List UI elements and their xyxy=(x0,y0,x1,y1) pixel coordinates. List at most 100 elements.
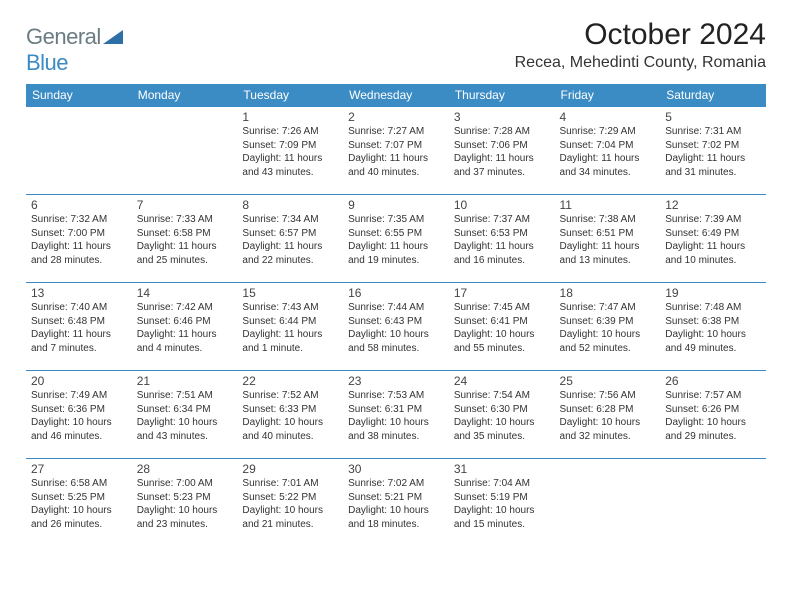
sunset-text: Sunset: 7:00 PM xyxy=(31,227,127,241)
calendar-cell: 8Sunrise: 7:34 AMSunset: 6:57 PMDaylight… xyxy=(237,195,343,283)
day-number: 7 xyxy=(137,198,233,212)
calendar-cell: 28Sunrise: 7:00 AMSunset: 5:23 PMDayligh… xyxy=(132,459,238,547)
daylight-text: and 31 minutes. xyxy=(665,166,761,180)
day-number: 21 xyxy=(137,374,233,388)
calendar-cell: 25Sunrise: 7:56 AMSunset: 6:28 PMDayligh… xyxy=(555,371,661,459)
daylight-text: and 34 minutes. xyxy=(560,166,656,180)
daylight-text: and 28 minutes. xyxy=(31,254,127,268)
header-row: Sunday Monday Tuesday Wednesday Thursday… xyxy=(26,84,766,107)
title-block: October 2024 Recea, Mehedinti County, Ro… xyxy=(515,18,766,72)
calendar-cell: 24Sunrise: 7:54 AMSunset: 6:30 PMDayligh… xyxy=(449,371,555,459)
sunset-text: Sunset: 6:33 PM xyxy=(242,403,338,417)
sunset-text: Sunset: 5:21 PM xyxy=(348,491,444,505)
col-saturday: Saturday xyxy=(660,84,766,107)
sunset-text: Sunset: 6:26 PM xyxy=(665,403,761,417)
day-number: 24 xyxy=(454,374,550,388)
sunrise-text: Sunrise: 7:29 AM xyxy=(560,125,656,139)
sunrise-text: Sunrise: 7:27 AM xyxy=(348,125,444,139)
sunrise-text: Sunrise: 6:58 AM xyxy=(31,477,127,491)
daylight-text: Daylight: 10 hours xyxy=(31,504,127,518)
calendar-cell: 17Sunrise: 7:45 AMSunset: 6:41 PMDayligh… xyxy=(449,283,555,371)
day-number: 5 xyxy=(665,110,761,124)
calendar-row: 1Sunrise: 7:26 AMSunset: 7:09 PMDaylight… xyxy=(26,107,766,195)
sunset-text: Sunset: 6:30 PM xyxy=(454,403,550,417)
day-number: 3 xyxy=(454,110,550,124)
sunrise-text: Sunrise: 7:49 AM xyxy=(31,389,127,403)
calendar-cell: 10Sunrise: 7:37 AMSunset: 6:53 PMDayligh… xyxy=(449,195,555,283)
daylight-text: and 49 minutes. xyxy=(665,342,761,356)
sunset-text: Sunset: 6:28 PM xyxy=(560,403,656,417)
calendar-cell: 26Sunrise: 7:57 AMSunset: 6:26 PMDayligh… xyxy=(660,371,766,459)
sunset-text: Sunset: 6:53 PM xyxy=(454,227,550,241)
sunset-text: Sunset: 6:49 PM xyxy=(665,227,761,241)
calendar-cell xyxy=(132,107,238,195)
logo-triangle-icon xyxy=(103,30,123,44)
col-friday: Friday xyxy=(555,84,661,107)
sunset-text: Sunset: 6:43 PM xyxy=(348,315,444,329)
page-title: October 2024 xyxy=(515,18,766,52)
day-number: 27 xyxy=(31,462,127,476)
sunrise-text: Sunrise: 7:45 AM xyxy=(454,301,550,315)
daylight-text: and 21 minutes. xyxy=(242,518,338,532)
sunset-text: Sunset: 7:02 PM xyxy=(665,139,761,153)
daylight-text: Daylight: 11 hours xyxy=(560,152,656,166)
daylight-text: and 13 minutes. xyxy=(560,254,656,268)
calendar-cell: 29Sunrise: 7:01 AMSunset: 5:22 PMDayligh… xyxy=(237,459,343,547)
daylight-text: Daylight: 11 hours xyxy=(31,328,127,342)
daylight-text: Daylight: 11 hours xyxy=(665,152,761,166)
calendar-cell: 18Sunrise: 7:47 AMSunset: 6:39 PMDayligh… xyxy=(555,283,661,371)
sunrise-text: Sunrise: 7:26 AM xyxy=(242,125,338,139)
daylight-text: Daylight: 11 hours xyxy=(242,240,338,254)
calendar-cell: 19Sunrise: 7:48 AMSunset: 6:38 PMDayligh… xyxy=(660,283,766,371)
daylight-text: Daylight: 10 hours xyxy=(348,416,444,430)
calendar-cell: 5Sunrise: 7:31 AMSunset: 7:02 PMDaylight… xyxy=(660,107,766,195)
daylight-text: and 23 minutes. xyxy=(137,518,233,532)
sunset-text: Sunset: 6:48 PM xyxy=(31,315,127,329)
sunrise-text: Sunrise: 7:54 AM xyxy=(454,389,550,403)
daylight-text: Daylight: 10 hours xyxy=(454,504,550,518)
day-number: 1 xyxy=(242,110,338,124)
sunrise-text: Sunrise: 7:43 AM xyxy=(242,301,338,315)
daylight-text: Daylight: 11 hours xyxy=(454,152,550,166)
day-number: 31 xyxy=(454,462,550,476)
sunset-text: Sunset: 6:55 PM xyxy=(348,227,444,241)
daylight-text: and 43 minutes. xyxy=(137,430,233,444)
calendar-table: Sunday Monday Tuesday Wednesday Thursday… xyxy=(26,84,766,547)
sunset-text: Sunset: 7:06 PM xyxy=(454,139,550,153)
calendar-cell: 4Sunrise: 7:29 AMSunset: 7:04 PMDaylight… xyxy=(555,107,661,195)
sunrise-text: Sunrise: 7:28 AM xyxy=(454,125,550,139)
daylight-text: and 46 minutes. xyxy=(31,430,127,444)
calendar-cell: 20Sunrise: 7:49 AMSunset: 6:36 PMDayligh… xyxy=(26,371,132,459)
sunrise-text: Sunrise: 7:40 AM xyxy=(31,301,127,315)
sunrise-text: Sunrise: 7:44 AM xyxy=(348,301,444,315)
daylight-text: and 7 minutes. xyxy=(31,342,127,356)
day-number: 13 xyxy=(31,286,127,300)
daylight-text: Daylight: 10 hours xyxy=(348,504,444,518)
sunrise-text: Sunrise: 7:56 AM xyxy=(560,389,656,403)
col-sunday: Sunday xyxy=(26,84,132,107)
daylight-text: and 19 minutes. xyxy=(348,254,444,268)
location-text: Recea, Mehedinti County, Romania xyxy=(515,54,766,72)
calendar-cell: 22Sunrise: 7:52 AMSunset: 6:33 PMDayligh… xyxy=(237,371,343,459)
sunrise-text: Sunrise: 7:32 AM xyxy=(31,213,127,227)
calendar-cell: 1Sunrise: 7:26 AMSunset: 7:09 PMDaylight… xyxy=(237,107,343,195)
day-number: 4 xyxy=(560,110,656,124)
sunset-text: Sunset: 6:51 PM xyxy=(560,227,656,241)
calendar-cell: 23Sunrise: 7:53 AMSunset: 6:31 PMDayligh… xyxy=(343,371,449,459)
calendar-cell: 15Sunrise: 7:43 AMSunset: 6:44 PMDayligh… xyxy=(237,283,343,371)
daylight-text: Daylight: 11 hours xyxy=(348,240,444,254)
sunrise-text: Sunrise: 7:52 AM xyxy=(242,389,338,403)
sunrise-text: Sunrise: 7:34 AM xyxy=(242,213,338,227)
day-number: 2 xyxy=(348,110,444,124)
sunrise-text: Sunrise: 7:01 AM xyxy=(242,477,338,491)
day-number: 22 xyxy=(242,374,338,388)
daylight-text: Daylight: 10 hours xyxy=(665,328,761,342)
daylight-text: and 29 minutes. xyxy=(665,430,761,444)
calendar-cell: 27Sunrise: 6:58 AMSunset: 5:25 PMDayligh… xyxy=(26,459,132,547)
calendar-cell: 21Sunrise: 7:51 AMSunset: 6:34 PMDayligh… xyxy=(132,371,238,459)
sunrise-text: Sunrise: 7:31 AM xyxy=(665,125,761,139)
daylight-text: Daylight: 10 hours xyxy=(31,416,127,430)
daylight-text: Daylight: 11 hours xyxy=(137,328,233,342)
daylight-text: and 40 minutes. xyxy=(242,430,338,444)
daylight-text: and 32 minutes. xyxy=(560,430,656,444)
